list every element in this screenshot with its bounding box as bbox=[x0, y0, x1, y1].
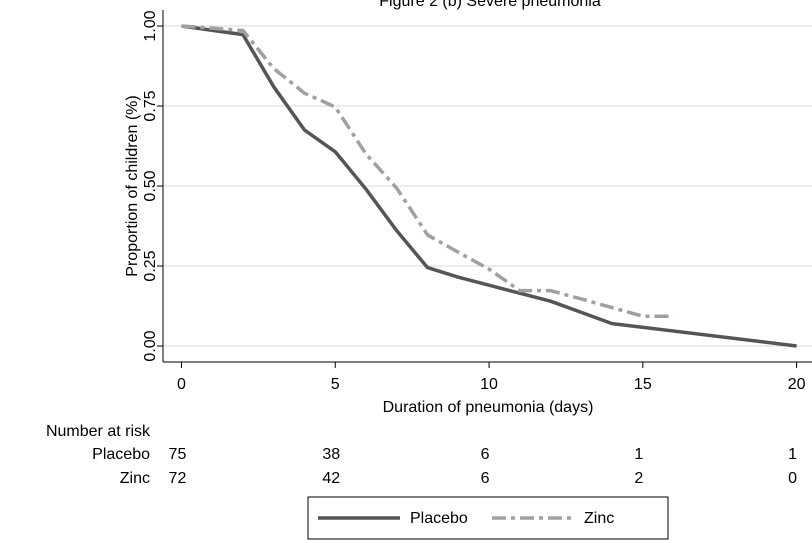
risk-value: 0 bbox=[788, 470, 797, 487]
risk-table-title: Number at risk bbox=[46, 423, 151, 440]
x-tick-label: 20 bbox=[788, 376, 806, 393]
risk-value: 75 bbox=[169, 446, 187, 463]
risk-value: 6 bbox=[481, 446, 490, 463]
x-axis-label: Duration of pneumonia (days) bbox=[383, 399, 594, 416]
risk-value: 1 bbox=[634, 446, 643, 463]
chart-title: Figure 2 (b) Severe pneumonia bbox=[379, 0, 601, 10]
y-axis-label: Proportion of children (%) bbox=[124, 95, 141, 276]
x-tick-label: 10 bbox=[480, 376, 498, 393]
risk-row-label: Placebo bbox=[92, 446, 150, 463]
legend-label: Zinc bbox=[584, 510, 614, 527]
risk-value: 2 bbox=[634, 470, 643, 487]
y-tick-label: 0.25 bbox=[142, 250, 159, 281]
x-tick-label: 15 bbox=[634, 376, 652, 393]
y-tick-label: 0.50 bbox=[142, 170, 159, 201]
risk-value: 72 bbox=[169, 470, 187, 487]
risk-value: 42 bbox=[322, 470, 340, 487]
series-line bbox=[181, 24, 674, 318]
x-tick-label: 5 bbox=[331, 376, 340, 393]
risk-value: 38 bbox=[322, 446, 340, 463]
risk-value: 6 bbox=[481, 470, 490, 487]
risk-value: 1 bbox=[788, 446, 797, 463]
risk-row-label: Zinc bbox=[120, 470, 150, 487]
y-tick-label: 0.75 bbox=[142, 90, 159, 121]
series-line bbox=[181, 24, 797, 348]
x-tick-label: 0 bbox=[177, 376, 186, 393]
y-tick-label: 1.00 bbox=[142, 10, 159, 41]
legend-label: Placebo bbox=[410, 510, 468, 527]
y-tick-label: 0.00 bbox=[142, 330, 159, 361]
